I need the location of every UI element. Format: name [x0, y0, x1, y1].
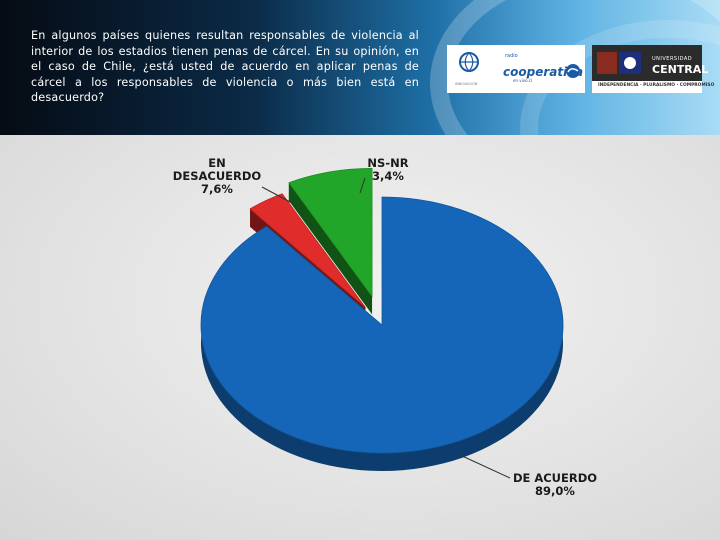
survey-question: En algunos países quienes resultan respo… — [31, 29, 419, 105]
uc-tagline: INDEPENDENCIA · PLURALISMO · COMPROMISO — [598, 83, 715, 88]
slice-ns-nr-leader-line — [359, 177, 366, 194]
slice-de-acuerdo — [200, 196, 564, 454]
uc-name-line2: CENTRAL — [652, 63, 709, 76]
globe-icon — [459, 52, 479, 72]
cooperativa-logo: INNOVACIÓN radio cooperativa en vivo.cl — [447, 45, 585, 93]
slice-de-acuerdo-leader-line — [459, 454, 511, 479]
uc-shield-icon — [597, 52, 641, 74]
slice-ns-nr — [249, 193, 366, 308]
wave-icon — [566, 64, 580, 78]
slice-en-desacuerdo-value-label: 7,6% — [201, 182, 233, 196]
chart-area: DE ACUERDO 89,0% NS-NR 3,4% EN DESACUERDO 7,6% — [0, 135, 720, 540]
slice-en-desacuerdo-wall-0 — [288, 182, 373, 315]
universidad-central-logo: UNIVERSIDAD CENTRAL INDEPENDENCIA · PLUR… — [592, 45, 714, 93]
cooperativa-sup: radio — [505, 53, 518, 59]
slice-ns-nr-value-label: 3,4% — [372, 169, 404, 183]
innovation-label: INNOVACIÓN — [455, 82, 478, 86]
slice-en-desacuerdo — [288, 168, 373, 298]
slice-en-desacuerdo-leader-line — [261, 186, 293, 204]
slice-de-acuerdo-category-label: DE ACUERDO — [513, 471, 597, 485]
slice-ns-nr-category-label: NS-NR — [367, 156, 408, 170]
header-banner: En algunos países quienes resultan respo… — [0, 0, 720, 135]
slice-de-acuerdo-value-label: 89,0% — [535, 484, 575, 498]
uc-name-line1: UNIVERSIDAD — [652, 56, 693, 62]
cooperativa-name: cooperativa — [503, 65, 584, 79]
cooperativa-tag: en vivo.cl — [513, 78, 533, 83]
slice-en-desacuerdo-category-label: DESACUERDO — [173, 169, 262, 183]
uc-banner: UNIVERSIDAD CENTRAL — [592, 45, 708, 81]
slice-en-desacuerdo-category-label: EN — [208, 156, 225, 170]
